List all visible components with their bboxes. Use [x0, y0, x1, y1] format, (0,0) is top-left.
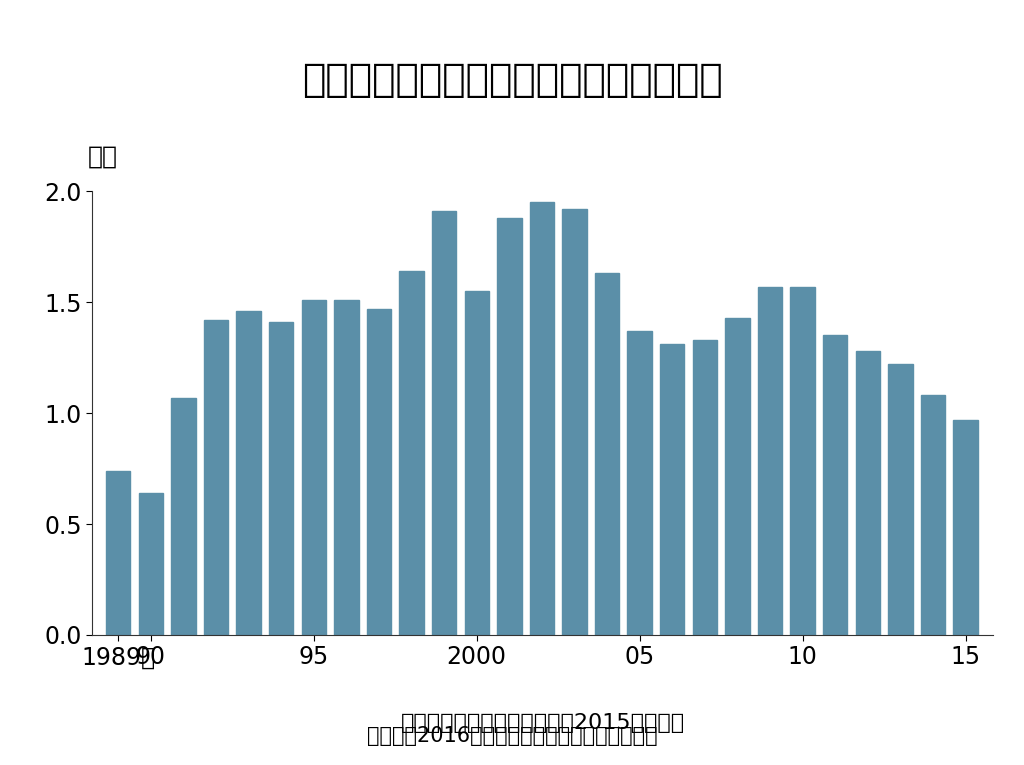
Text: （出所：2016年１月５日　日本経済新聞より）: （出所：2016年１月５日 日本経済新聞より） — [367, 726, 657, 746]
Bar — [171, 398, 196, 635]
Bar — [432, 211, 457, 635]
Bar — [529, 203, 554, 635]
Bar — [237, 311, 261, 635]
Bar — [823, 335, 848, 635]
Bar — [562, 209, 587, 635]
Bar — [725, 317, 750, 635]
Bar — [692, 340, 717, 635]
Bar — [791, 287, 815, 635]
Text: 万件: 万件 — [88, 145, 118, 169]
Text: （出所）東京商工リサーチ、2015年は予想: （出所）東京商工リサーチ、2015年は予想 — [400, 713, 685, 733]
Bar — [367, 309, 391, 635]
Bar — [953, 420, 978, 635]
Bar — [628, 331, 652, 635]
Bar — [204, 320, 228, 635]
Bar — [856, 351, 880, 635]
Bar — [334, 300, 358, 635]
Bar — [465, 291, 488, 635]
Text: 倒産件数はリーマン危機後に減り始めた: 倒産件数はリーマン危機後に減り始めた — [302, 61, 722, 99]
Bar — [888, 364, 912, 635]
Bar — [301, 300, 326, 635]
Bar — [269, 322, 294, 635]
Bar — [758, 287, 782, 635]
Bar — [660, 344, 684, 635]
Bar — [595, 273, 620, 635]
Bar — [497, 218, 521, 635]
Bar — [921, 396, 945, 635]
Bar — [138, 493, 163, 635]
Bar — [399, 271, 424, 635]
Bar — [106, 470, 130, 635]
